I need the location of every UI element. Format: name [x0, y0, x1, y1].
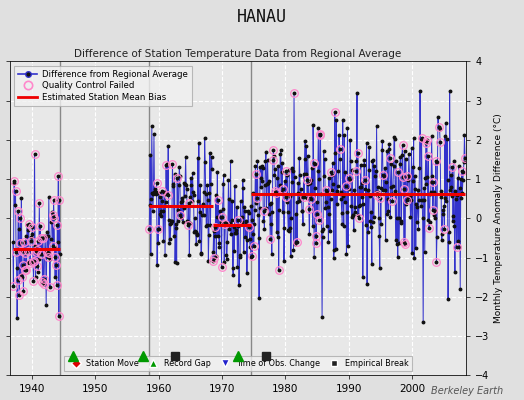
- Title: Difference of Station Temperature Data from Regional Average: Difference of Station Temperature Data f…: [74, 49, 401, 59]
- Legend: Station Move, Record Gap, Time of Obs. Change, Empirical Break: Station Move, Record Gap, Time of Obs. C…: [64, 356, 411, 371]
- Text: HANAU: HANAU: [237, 8, 287, 26]
- Y-axis label: Monthly Temperature Anomaly Difference (°C): Monthly Temperature Anomaly Difference (…: [494, 114, 503, 323]
- Text: Berkeley Earth: Berkeley Earth: [431, 386, 503, 396]
